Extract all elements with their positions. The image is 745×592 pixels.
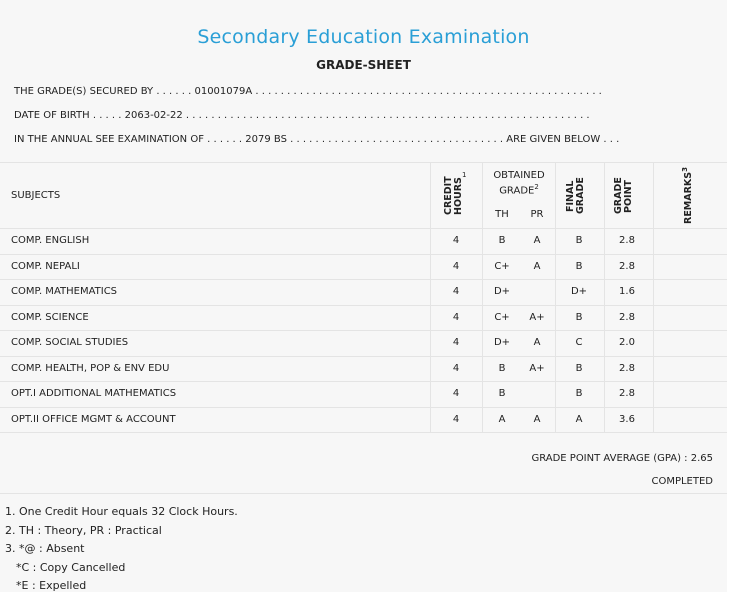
cell-grade-point: 2.0 (619, 337, 635, 348)
page-title: Secondary Education Examination (197, 26, 530, 48)
cell-final-grade: D+ (570, 286, 588, 297)
result-status: COMPLETED (651, 476, 713, 487)
cell-final-grade: B (575, 260, 583, 272)
info-line-grade-secured: THE GRADE(S) SECURED BY . . . . . . 0100… (14, 86, 602, 97)
row-divider (0, 330, 727, 331)
cell-grade-point: 2.8 (619, 388, 635, 399)
cell-subject: COMP. SCIENCE (11, 311, 89, 323)
row-divider (0, 279, 727, 280)
row-divider (0, 304, 727, 306)
table-top-border (0, 162, 727, 163)
cell-final-grade: B (575, 388, 583, 399)
header-credit-sup: 1 (462, 171, 467, 179)
cell-th-grade: B (498, 235, 506, 246)
header-th: TH (495, 209, 509, 220)
cell-credit-hours: 4 (452, 362, 460, 374)
cell-grade-point: 2.8 (619, 235, 635, 246)
cell-subject: COMP. HEALTH, POP & ENV EDU (11, 362, 170, 374)
cell-pr-grade: A (533, 413, 541, 425)
footnote-2: 2. TH : Theory, PR : Practical (5, 523, 162, 537)
cell-final-grade: B (575, 362, 583, 374)
footnote-1: 1. One Credit Hour equals 32 Clock Hours… (5, 505, 238, 518)
page-margin (727, 0, 745, 592)
cell-grade-point: 2.8 (619, 260, 635, 272)
cell-subject: COMP. NEPALI (11, 260, 80, 272)
cell-grade-point: 3.6 (619, 413, 635, 425)
cell-final-grade: A (575, 413, 583, 425)
cell-subject: COMP. SOCIAL STUDIES (11, 337, 129, 348)
table-bottom-border (0, 432, 727, 433)
row-divider (0, 355, 727, 357)
row-divider (0, 253, 727, 255)
header-grade-point: GRADE POINT (613, 177, 634, 215)
cell-th-grade: C+ (494, 311, 510, 323)
footnote-3: 3. *@ : Absent (5, 542, 85, 555)
header-subjects: SUBJECTS (11, 190, 61, 201)
header-final-grade: FINAL GRADE (565, 177, 586, 215)
cell-pr-grade: A (533, 260, 541, 272)
cell-final-grade: C (575, 337, 583, 348)
info-line-date-of-birth: DATE OF BIRTH . . . . . 2063-02-22 . . .… (14, 110, 590, 121)
cell-subject: COMP. ENGLISH (11, 235, 90, 246)
header-remarks: REMARKS3 (681, 166, 695, 224)
row-divider (0, 381, 727, 382)
column-divider (430, 162, 431, 432)
header-pr: PR (530, 209, 544, 220)
cell-credit-hours: 4 (452, 286, 460, 297)
header-obtained: OBTAINED (493, 170, 545, 181)
column-divider (482, 162, 483, 432)
cell-grade-point: 2.8 (619, 362, 635, 374)
cell-subject: COMP. MATHEMATICS (11, 286, 118, 297)
cell-credit-hours: 4 (452, 337, 460, 348)
cell-grade-point: 1.6 (619, 286, 635, 297)
cell-credit-hours: 4 (452, 235, 460, 246)
footnote-3-expelled: *E : Expelled (16, 579, 87, 592)
page-subtitle: GRADE-SHEET (316, 58, 411, 72)
column-divider (555, 162, 556, 432)
cell-th-grade: B (498, 388, 506, 399)
cell-grade-point: 2.8 (619, 311, 635, 323)
cell-credit-hours: 4 (452, 388, 460, 399)
header-bottom-border (0, 228, 727, 229)
header-grade: GRADE2 (499, 183, 539, 197)
cell-subject: OPT.II OFFICE MGMT & ACCOUNT (11, 413, 176, 425)
row-divider (0, 406, 727, 408)
cell-credit-hours: 4 (452, 260, 460, 272)
gpa-summary: GRADE POINT AVERAGE (GPA) : 2.65 (531, 453, 713, 464)
footnotes: 1. One Credit Hour equals 32 Clock Hours… (5, 503, 238, 592)
footnote-3-copy-cancelled: *C : Copy Cancelled (16, 560, 126, 574)
cell-subject: OPT.I ADDITIONAL MATHEMATICS (11, 388, 177, 399)
info-line-examination: IN THE ANNUAL SEE EXAMINATION OF . . . .… (14, 134, 620, 145)
header-credit-hours: CREDIT HOURS (443, 176, 464, 216)
column-divider (604, 162, 605, 432)
cell-credit-hours: 4 (452, 413, 460, 425)
cell-pr-grade: A+ (529, 362, 545, 374)
cell-credit-hours: 4 (452, 311, 460, 323)
cell-th-grade: A (498, 413, 506, 425)
cell-th-grade: C+ (494, 260, 510, 272)
cell-pr-grade: A (533, 235, 541, 246)
cell-final-grade: B (575, 311, 583, 323)
column-divider (653, 162, 654, 432)
grade-sheet-page: Secondary Education Examination GRADE-SH… (0, 26, 727, 592)
cell-th-grade: D+ (493, 286, 511, 297)
cell-pr-grade: A (533, 337, 541, 348)
cell-th-grade: B (498, 362, 506, 374)
cell-pr-grade: A+ (529, 311, 545, 323)
cell-final-grade: B (575, 235, 583, 246)
notes-divider (0, 493, 727, 494)
cell-th-grade: D+ (493, 337, 511, 348)
